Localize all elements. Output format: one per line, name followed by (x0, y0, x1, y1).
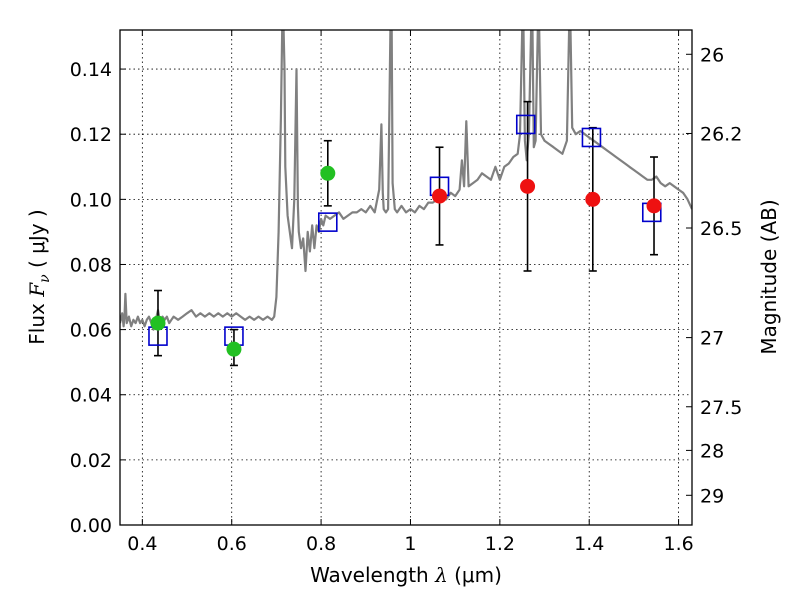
x-axis-label: Wavelength λ (μm) (310, 563, 502, 587)
x-tick-label: 0.8 (306, 533, 336, 555)
y-tick-label: 0.04 (70, 385, 112, 407)
observed-flux-point (520, 178, 536, 194)
magnitude-tick-label: 27 (700, 328, 724, 350)
observed-flux-point (646, 198, 662, 214)
magnitude-tick-label: 26.5 (700, 218, 742, 240)
x-tick-label: 1.2 (485, 533, 515, 555)
plot-frame (119, 29, 693, 526)
spectrum-line (120, 30, 692, 331)
magnitude-tick-label: 27.5 (700, 397, 742, 419)
magnitude-tick-label: 29 (700, 485, 724, 507)
model-flux-square (317, 212, 338, 232)
model-flux-squares (148, 114, 662, 346)
grid (120, 30, 692, 526)
magnitude-ticks: 26 26.2 26.5 27 27.5 28 29 (686, 44, 742, 507)
observed-flux-point (320, 165, 336, 181)
y-ticks: 0.00 0.02 0.04 0.06 0.08 0.10 0.12 0.14 (70, 59, 126, 537)
x-tick-label: 1.6 (663, 533, 693, 555)
y-tick-label: 0.14 (70, 59, 112, 81)
observed-flux-point (150, 315, 166, 331)
x-tick-label: 1 (404, 533, 416, 555)
observed-flux-point (585, 191, 601, 207)
x-tick-label: 0.4 (127, 533, 157, 555)
y-tick-label: 0.12 (70, 124, 112, 146)
y-tick-label: 0.06 (70, 320, 112, 342)
model-flux-square (515, 114, 536, 135)
observed-flux-point (432, 188, 448, 204)
x-tick-label: 0.6 (217, 533, 247, 555)
model-spectrum (120, 30, 692, 331)
y-tick-label: 0.02 (70, 450, 112, 472)
model-flux-square (581, 127, 602, 148)
magnitude-tick-label: 26.2 (700, 123, 742, 145)
observed-points (150, 165, 662, 357)
y-tick-label: 0.08 (70, 254, 112, 276)
x-tick-label: 1.4 (574, 533, 604, 555)
magnitude-tick-label: 26 (700, 44, 724, 66)
y-axis-label: Flux Fν ( μJy ) (25, 209, 53, 344)
observed-flux-point (226, 341, 242, 357)
y-tick-label: 0.00 (70, 515, 112, 537)
y-tick-label: 0.10 (70, 189, 112, 211)
magnitude-tick-label: 28 (700, 440, 724, 462)
magnitude-axis-label: Magnitude (AB) (757, 199, 781, 354)
x-ticks: 0.4 0.6 0.8 1 1.2 1.4 1.6 (127, 30, 694, 555)
